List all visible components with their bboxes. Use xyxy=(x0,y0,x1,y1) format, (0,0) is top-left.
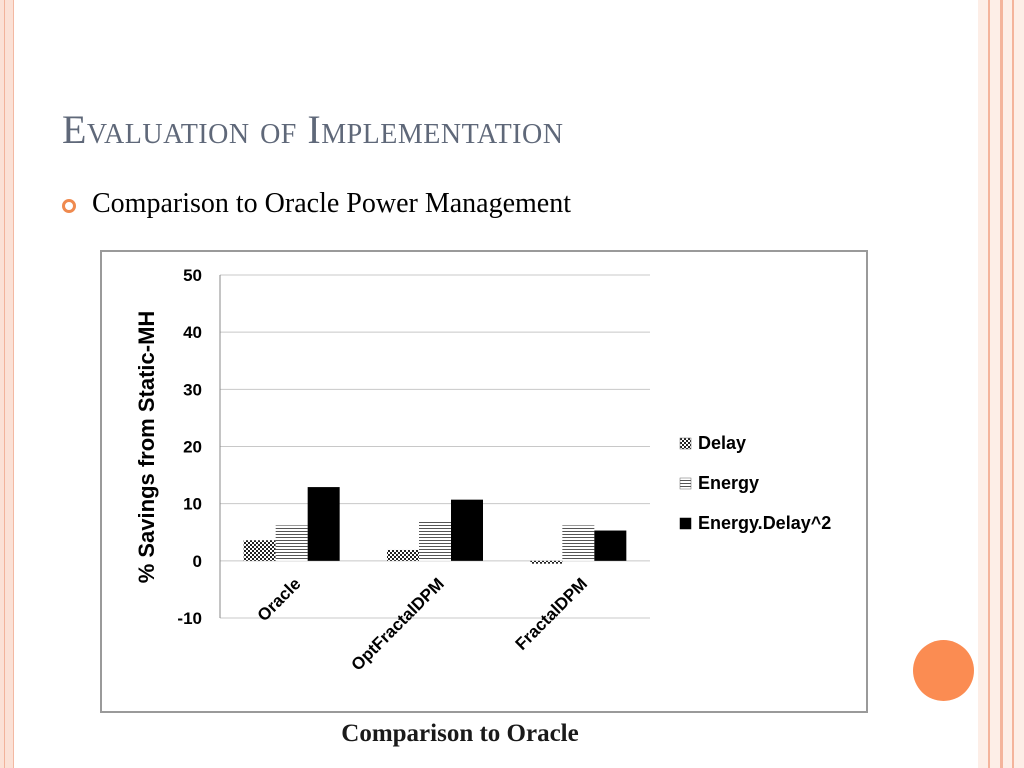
y-tick-label: 20 xyxy=(183,438,202,457)
x-tick-label: Oracle xyxy=(254,574,305,625)
legend-entry: Energy xyxy=(698,473,759,493)
bullet-text: Comparison to Oracle Power Management xyxy=(92,188,571,219)
x-tick-label: OptFractalDPM xyxy=(348,574,448,674)
bar-chart: 50 40 30 20 10 0 -10 Oracle OptFractalDPM Fractal… xyxy=(134,266,831,674)
bullet-circle-icon xyxy=(62,199,76,213)
bar-energy xyxy=(419,520,451,561)
y-tick-label: 0 xyxy=(193,552,202,571)
legend-entry: Delay xyxy=(698,433,746,453)
y-tick-label: 10 xyxy=(183,495,202,514)
y-axis-label: % Savings from Static-MH xyxy=(134,311,159,584)
bar-delay xyxy=(387,549,419,561)
bar-energy-delay-2 xyxy=(594,530,627,561)
bar-energy-delay-2 xyxy=(307,487,340,561)
bar-delay xyxy=(530,560,563,564)
x-tick-label: FractalDPM xyxy=(512,574,592,654)
chart-caption: Comparison to Oracle xyxy=(341,720,579,747)
chart-container: 50 40 30 20 10 0 -10 Oracle OptFractalDPM Fractal… xyxy=(100,250,868,713)
slide-title: Evaluation of Implementation xyxy=(62,107,564,152)
bar-energy-delay-2 xyxy=(451,499,483,561)
y-tick-label: -10 xyxy=(177,609,202,628)
y-tick-label: 30 xyxy=(183,380,202,399)
legend-entry: Energy.Delay^2 xyxy=(698,513,831,533)
slide-frame-left xyxy=(0,0,14,768)
bar-energy xyxy=(275,525,308,561)
bar-delay xyxy=(243,540,276,561)
decorative-circle xyxy=(913,640,974,701)
bar-energy xyxy=(562,525,595,561)
slide-frame-right xyxy=(978,0,1024,768)
y-tick-label: 50 xyxy=(183,266,202,285)
legend-swatch xyxy=(679,437,692,450)
y-tick-label: 40 xyxy=(183,323,202,342)
legend-swatch xyxy=(679,477,692,490)
legend-swatch xyxy=(679,517,692,530)
